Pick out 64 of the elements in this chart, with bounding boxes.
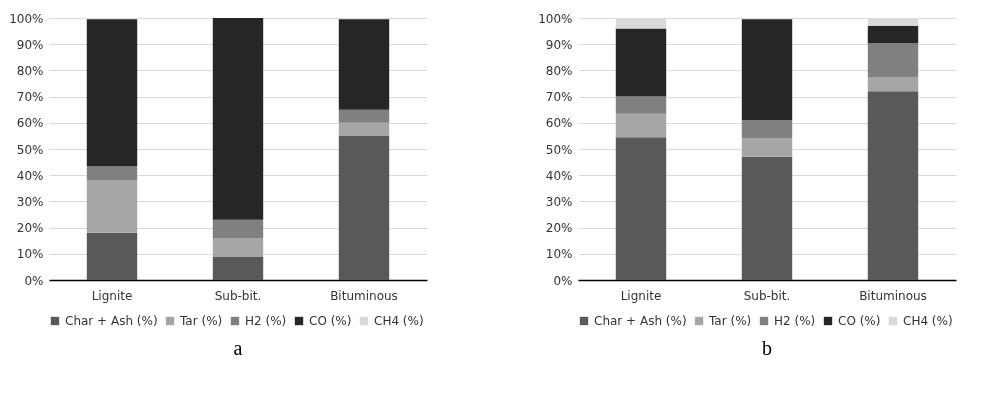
y-tick-label: 80% <box>16 63 44 78</box>
bar <box>741 138 793 157</box>
legend-label: Char + Ash (%) <box>65 314 158 328</box>
bar <box>615 137 667 280</box>
bar <box>867 42 919 77</box>
bar <box>867 25 919 43</box>
bar <box>867 76 919 92</box>
y-tick-label: 100% <box>9 11 44 26</box>
y-tick-label: 50% <box>16 142 44 157</box>
bar <box>338 109 390 123</box>
y-tick-label: 20% <box>16 221 44 236</box>
bar <box>615 96 667 114</box>
y-tick-label: 20% <box>545 221 573 236</box>
y-tick-label: 90% <box>16 37 44 52</box>
bar <box>212 238 264 257</box>
x-tick-label: Lignite <box>91 288 133 303</box>
x-tick-label: Sub-bit. <box>214 288 262 303</box>
y-tick-label: 90% <box>545 37 573 52</box>
y-tick-label: 10% <box>545 247 573 262</box>
bar <box>741 19 793 121</box>
y-tick-label: 100% <box>538 11 573 26</box>
x-tick-label: Bituminous <box>859 288 927 303</box>
text: a <box>233 337 243 359</box>
legend-label: Tar (%) <box>708 314 752 328</box>
text: b <box>762 337 772 359</box>
bar <box>338 19 390 110</box>
bar <box>867 91 919 280</box>
bar <box>86 19 138 167</box>
y-tick-label: 0% <box>24 273 44 288</box>
y-tick-label: 60% <box>16 116 44 131</box>
bar <box>86 232 138 280</box>
legend-label: CO (%) <box>838 314 881 328</box>
y-tick-label: 10% <box>16 247 44 262</box>
y-tick-label: 50% <box>545 142 573 157</box>
bar <box>212 18 264 220</box>
y-tick-label: 40% <box>545 168 573 183</box>
legend-label: CH4 (%) <box>374 314 424 328</box>
bar <box>212 256 264 280</box>
legend-label: H2 (%) <box>245 314 287 328</box>
bar <box>338 135 390 280</box>
y-tick-label: 80% <box>545 63 573 78</box>
y-tick-label: 30% <box>545 194 573 209</box>
y-tick-label: 70% <box>16 90 44 105</box>
bar <box>212 219 264 239</box>
legend-label: CH4 (%) <box>903 314 953 328</box>
bar <box>615 113 667 138</box>
bar <box>86 180 138 233</box>
x-tick-label: Lignite <box>620 288 662 303</box>
legend-label: Tar (%) <box>179 314 223 328</box>
legend-label: Char + Ash (%) <box>594 314 687 328</box>
x-tick-label: Sub-bit. <box>743 288 791 303</box>
y-tick-label: 30% <box>16 194 44 209</box>
bar <box>741 120 793 139</box>
bar <box>615 28 667 97</box>
bar <box>338 122 390 136</box>
x-tick-label: Bituminous <box>330 288 398 303</box>
bar <box>86 166 138 181</box>
legend-label: CO (%) <box>309 314 352 328</box>
bar <box>741 156 793 280</box>
y-tick-label: 60% <box>545 116 573 131</box>
y-tick-label: 70% <box>545 90 573 105</box>
y-tick-label: 40% <box>16 168 44 183</box>
legend-label: H2 (%) <box>774 314 816 328</box>
y-tick-label: 0% <box>553 273 573 288</box>
